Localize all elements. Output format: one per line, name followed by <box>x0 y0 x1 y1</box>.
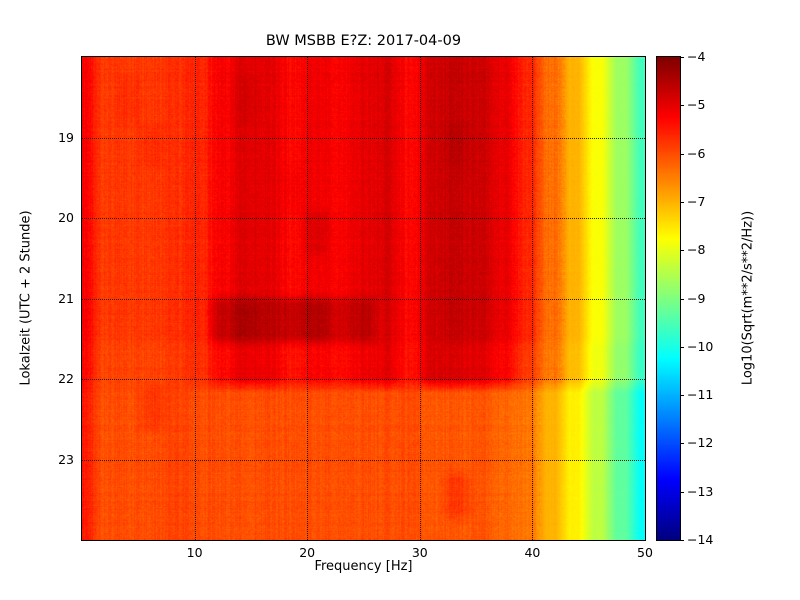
colorbar-tick-label: −4 <box>687 49 706 64</box>
colorbar-tick-mark <box>680 298 684 300</box>
colorbar-tick-mark <box>680 105 684 107</box>
plot-area <box>81 56 646 541</box>
y-axis-label: Lokalzeit (UTC + 2 Stunde) <box>18 210 34 386</box>
grid-line-horizontal <box>82 218 645 219</box>
colorbar-tick-label: −8 <box>687 242 706 258</box>
colorbar-tick-label: −13 <box>687 483 714 499</box>
grid-line-horizontal <box>82 459 645 461</box>
y-tick-label: 22 <box>58 371 74 386</box>
x-tick-label: 10 <box>186 545 203 560</box>
colorbar-tick-label: −9 <box>687 290 706 306</box>
colorbar-tick-mark <box>680 346 684 348</box>
colorbar-tick-label: −11 <box>687 387 714 403</box>
x-tick-label: 30 <box>411 545 428 560</box>
y-tick-label: 23 <box>58 451 74 467</box>
colorbar-tick-mark <box>680 395 684 397</box>
colorbar-tick-label: −6 <box>687 145 706 161</box>
grid-line-horizontal <box>82 137 645 139</box>
colorbar-tick-mark <box>680 443 684 445</box>
x-tick-label: 20 <box>299 545 316 560</box>
grid-line-horizontal <box>82 298 645 300</box>
colorbar-tick-mark <box>680 153 684 155</box>
x-tick-label: 40 <box>524 545 541 560</box>
colorbar-tick-mark <box>680 491 684 493</box>
colorbar-canvas <box>657 57 680 540</box>
colorbar-tick-mark <box>680 250 684 252</box>
colorbar-tick-label: −7 <box>687 193 706 209</box>
colorbar-tick-label: −12 <box>687 435 714 451</box>
colorbar-tick-label: −10 <box>687 338 714 354</box>
y-tick-label: 21 <box>58 290 74 306</box>
grid-line-horizontal <box>82 379 645 380</box>
y-tick-label: 19 <box>58 129 74 145</box>
x-axis-label: Frequency [Hz] <box>314 559 413 574</box>
x-tick-label: 50 <box>637 545 653 560</box>
grid-line-vertical <box>645 57 646 540</box>
chart-title: BW MSBB E?Z: 2017-04-09 <box>265 33 462 49</box>
colorbar <box>656 56 681 541</box>
colorbar-tick-mark <box>680 201 684 203</box>
y-tick-label: 20 <box>58 210 74 225</box>
colorbar-tick-mark <box>680 540 684 541</box>
colorbar-tick-label: −14 <box>687 532 714 547</box>
colorbar-label: Log10(Sqrt(m**2/s**2/Hz)) <box>740 210 756 386</box>
colorbar-tick-label: −5 <box>687 97 706 113</box>
colorbar-tick-mark <box>680 57 684 58</box>
